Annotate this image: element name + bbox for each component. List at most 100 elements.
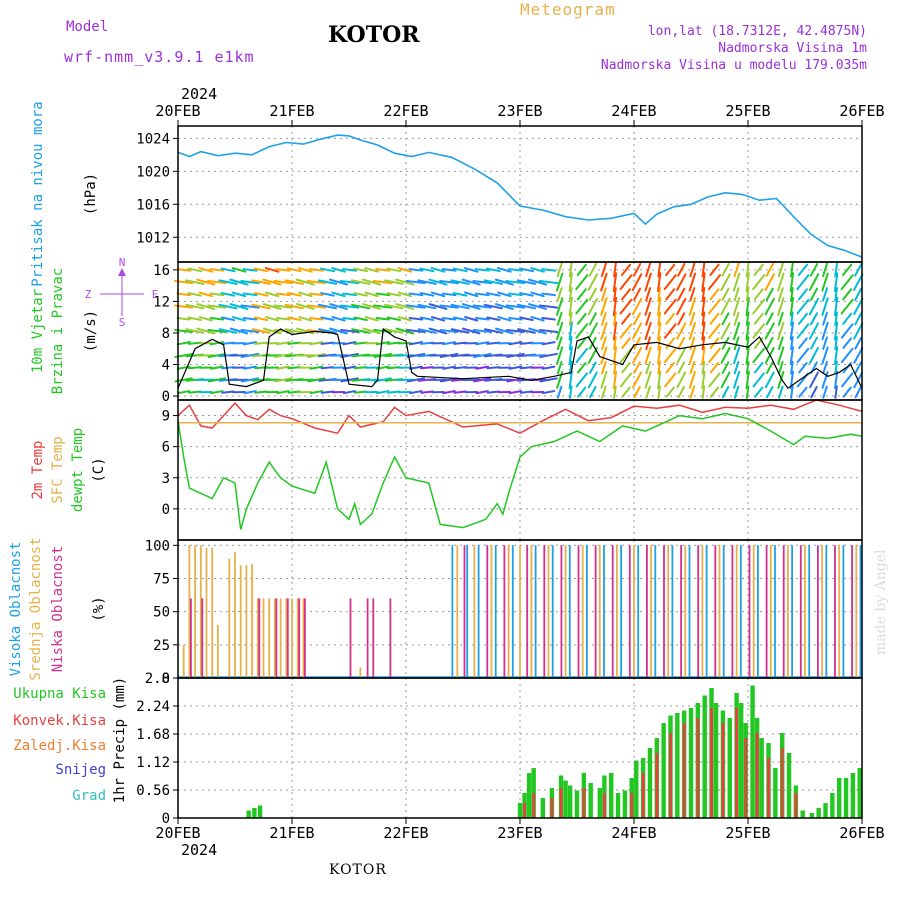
wind-barb (790, 360, 794, 375)
y-tick-label: 1016 (136, 197, 170, 213)
wind-barb (665, 361, 675, 374)
wind-barb (575, 274, 589, 291)
x-tick-label-top: 21FEB (269, 102, 314, 120)
wind-barb (789, 346, 794, 365)
x-tick-label-top: 24FEB (611, 102, 656, 120)
wind-barb (286, 267, 302, 273)
x-tick-label-bottom: 21FEB (269, 824, 314, 842)
wind-barb (853, 322, 864, 340)
wind-barb (663, 298, 677, 315)
wind-barb (778, 360, 784, 375)
wind-barb (229, 303, 249, 310)
wind-barb (575, 372, 588, 388)
wind-barb (601, 336, 607, 351)
wind-barb (519, 267, 534, 273)
wind-barb (821, 371, 829, 389)
station-title: KOTOR (328, 22, 420, 48)
precip-total-bar (830, 793, 835, 818)
y-tick-label: 0 (162, 811, 170, 827)
wind-barb (430, 267, 446, 273)
wind-barb (253, 292, 269, 297)
wind-barb (613, 311, 617, 327)
wind-barb (220, 292, 236, 297)
wind-barb (386, 316, 401, 322)
wind-barb (472, 328, 492, 334)
wind-barb (612, 370, 618, 390)
wind-barb (676, 347, 687, 364)
wind-barb (320, 390, 335, 394)
wind-barb (765, 287, 774, 302)
wind-barb (538, 304, 559, 309)
wind-barb (810, 385, 818, 399)
wind-barb (494, 303, 514, 310)
wind-barb (519, 292, 534, 297)
wind-barb (461, 327, 481, 335)
wind-barb (840, 298, 854, 315)
wind-barb (790, 286, 794, 302)
wind-barb (463, 267, 479, 273)
wind-barb (644, 272, 652, 292)
wind-barb (619, 274, 633, 291)
wind-barb (505, 280, 526, 285)
wind-barb (243, 390, 257, 395)
dewpoint-line (177, 412, 863, 530)
wind-barb (475, 317, 490, 321)
wind-barb (798, 361, 808, 374)
wind-barb (745, 385, 750, 399)
wind-barb (576, 288, 587, 301)
wind-barb (419, 292, 435, 297)
wind-barb (306, 304, 327, 309)
wind-barb (319, 267, 335, 273)
wind-barb (657, 346, 662, 365)
wind-barb (677, 336, 686, 350)
wind-barb (516, 279, 537, 285)
wind-barb (541, 317, 556, 321)
wind-barb (721, 263, 730, 277)
wind-barb (644, 321, 652, 341)
wind-barb (475, 390, 489, 395)
wind-barb (842, 337, 852, 350)
precip-convective-bar (523, 803, 526, 818)
wind-barb (676, 273, 687, 291)
wind-barb (351, 328, 371, 334)
wind-barb (486, 292, 501, 297)
wind-barb (555, 272, 564, 292)
y-tick-label: 0 (162, 389, 170, 405)
wind-barb (708, 372, 721, 388)
wind-barb (185, 279, 205, 285)
wind-barb (853, 347, 864, 364)
precip-convective-bar (696, 718, 700, 818)
wind-barb (406, 352, 426, 358)
wind-barb (834, 370, 839, 390)
wind-barb (745, 272, 750, 292)
wind-barb (821, 297, 829, 316)
wind-barb (621, 337, 631, 350)
wind-barb (688, 297, 697, 316)
wind-barb (777, 262, 784, 278)
wind-barb (777, 371, 785, 389)
wind-barb (528, 303, 547, 310)
wind-barb (384, 279, 404, 285)
wind-barb (240, 328, 260, 334)
wind-barb (600, 311, 607, 326)
wind-barb (242, 317, 258, 321)
wind-barb (733, 385, 740, 399)
wind-barb (720, 371, 731, 389)
precip-convective-bar (630, 793, 634, 818)
temp-2m-line (177, 399, 863, 435)
precip-total-bar (526, 773, 532, 818)
wind-barb (631, 297, 643, 316)
precip-convective-bar (532, 793, 536, 818)
wind-barb (568, 370, 573, 390)
precip-convective-bar (559, 788, 563, 818)
wind-barb (530, 267, 545, 273)
wind-barb (220, 316, 236, 322)
wind-barb (273, 280, 294, 285)
wind-barb (452, 316, 468, 322)
wind-barb (376, 390, 390, 395)
wind-barb (395, 327, 415, 335)
precip-convective-bar (721, 723, 725, 818)
wind-barb (645, 262, 652, 278)
wind-barb (221, 366, 235, 370)
wind-barb (329, 327, 348, 335)
